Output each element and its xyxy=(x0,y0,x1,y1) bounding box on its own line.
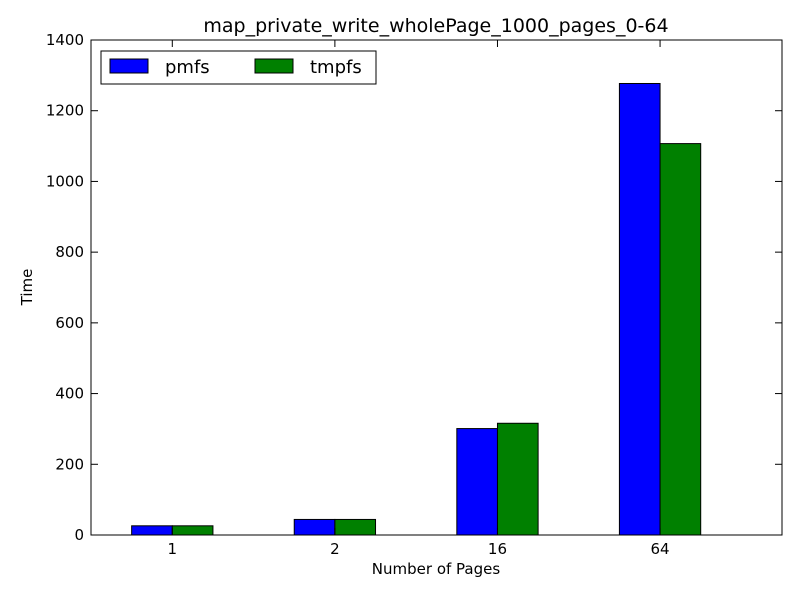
bar-tmpfs-16 xyxy=(496,422,539,536)
bar-tmpfs-1 xyxy=(171,525,214,536)
y-tick-label: 0 xyxy=(74,526,84,544)
bar-pmfs-64 xyxy=(618,82,661,536)
bar-pmfs-16 xyxy=(456,428,498,536)
x-tick-label: 64 xyxy=(651,540,670,558)
legend-label-pmfs: pmfs xyxy=(165,57,210,78)
bar-tmpfs-2 xyxy=(334,518,377,536)
y-tick-label: 800 xyxy=(55,243,84,261)
y-tick-label: 400 xyxy=(55,385,84,403)
bar-pmfs-1 xyxy=(131,525,173,536)
x-axis-label: Number of Pages xyxy=(372,560,501,578)
x-tick-label: 16 xyxy=(488,540,507,558)
bars-layer xyxy=(131,82,702,536)
legend: pmfs tmpfs xyxy=(100,50,377,85)
y-tick-label: 1400 xyxy=(46,31,84,49)
legend-swatch-tmpfs xyxy=(254,58,294,74)
bar-pmfs-2 xyxy=(293,518,336,536)
chart-title: map_private_write_wholePage_1000_pages_0… xyxy=(203,15,668,37)
plot-frame xyxy=(90,39,783,536)
x-axis-ticks: 1 2 16 64 xyxy=(168,40,670,558)
bar-tmpfs-64 xyxy=(659,143,702,536)
legend-label-tmpfs: tmpfs xyxy=(310,57,362,78)
x-tick-label: 1 xyxy=(168,540,178,558)
x-tick-label: 2 xyxy=(330,540,340,558)
legend-swatch-pmfs xyxy=(109,58,149,74)
y-axis-ticks: 0 200 400 600 800 1000 1200 1400 xyxy=(46,31,782,544)
y-tick-label: 1200 xyxy=(46,102,84,120)
y-tick-label: 200 xyxy=(55,455,84,473)
y-axis-label: Time xyxy=(18,269,36,307)
y-tick-label: 1000 xyxy=(46,172,84,190)
y-tick-label: 600 xyxy=(55,314,84,332)
